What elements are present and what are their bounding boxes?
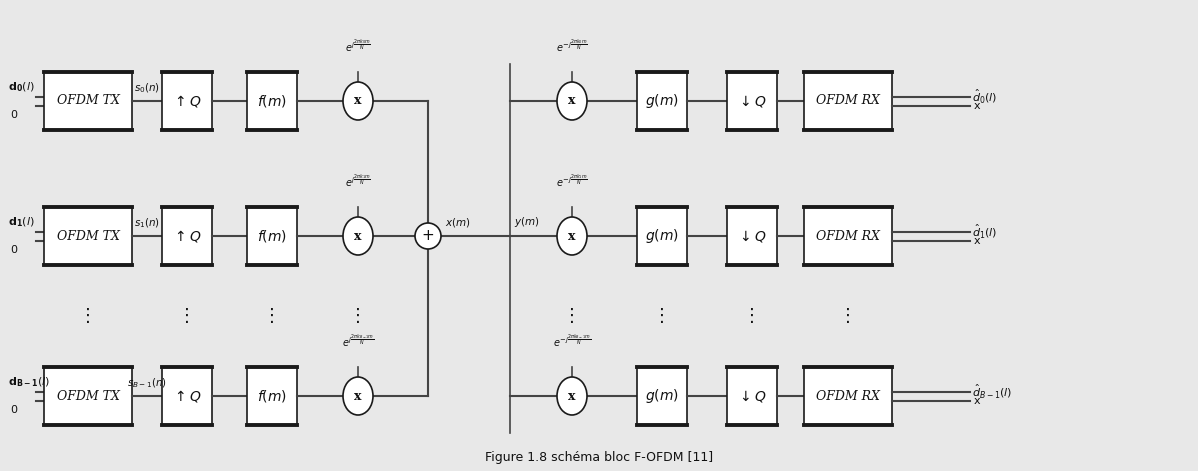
- Bar: [162, 367, 212, 425]
- Bar: [727, 367, 778, 425]
- Text: $\mathbf{d_0}(l)$: $\mathbf{d_0}(l)$: [8, 80, 35, 94]
- Text: ⋮: ⋮: [264, 307, 282, 325]
- Text: OFDM RX: OFDM RX: [816, 95, 881, 107]
- Text: $x(m)$: $x(m)$: [444, 216, 471, 229]
- Text: ⋮: ⋮: [743, 307, 761, 325]
- Text: ⋮: ⋮: [653, 307, 671, 325]
- Bar: [804, 207, 893, 265]
- Text: x: x: [568, 229, 576, 243]
- Text: $e^{-j\frac{2\pi k_0 m}{N}}$: $e^{-j\frac{2\pi k_0 m}{N}}$: [556, 38, 588, 54]
- Text: OFDM RX: OFDM RX: [816, 390, 881, 403]
- Text: $f(m)$: $f(m)$: [258, 228, 288, 244]
- Text: $\hat{d}_{B-1}(l)$: $\hat{d}_{B-1}(l)$: [972, 382, 1012, 400]
- Text: $g(m)$: $g(m)$: [645, 92, 679, 110]
- Text: 0: 0: [10, 245, 17, 255]
- Text: $e^{-j\frac{2\pi k_1 m}{N}}$: $e^{-j\frac{2\pi k_1 m}{N}}$: [556, 172, 588, 189]
- Text: $\downarrow Q$: $\downarrow Q$: [737, 228, 767, 244]
- Ellipse shape: [343, 377, 373, 415]
- Bar: [247, 72, 297, 130]
- Text: $s_1(n)$: $s_1(n)$: [134, 216, 161, 230]
- Bar: [804, 72, 893, 130]
- Text: ⋮: ⋮: [563, 307, 581, 325]
- Text: $\hat{d}_0(l)$: $\hat{d}_0(l)$: [972, 87, 997, 105]
- Bar: [44, 207, 132, 265]
- Text: x: x: [355, 390, 362, 403]
- Text: x: x: [974, 236, 981, 246]
- Text: $g(m)$: $g(m)$: [645, 387, 679, 405]
- Text: OFDM TX: OFDM TX: [56, 229, 120, 243]
- Text: x: x: [355, 229, 362, 243]
- Text: $\uparrow Q$: $\uparrow Q$: [173, 228, 201, 244]
- Text: OFDM TX: OFDM TX: [56, 95, 120, 107]
- Text: $g(m)$: $g(m)$: [645, 227, 679, 245]
- Text: x: x: [568, 390, 576, 403]
- Text: $\mathbf{d_{B-1}}(l)$: $\mathbf{d_{B-1}}(l)$: [8, 375, 50, 389]
- Ellipse shape: [557, 82, 587, 120]
- Text: $s_{B-1}(n)$: $s_{B-1}(n)$: [127, 376, 167, 390]
- Text: $s_0(n)$: $s_0(n)$: [134, 81, 161, 95]
- Text: 0: 0: [10, 405, 17, 415]
- Bar: [247, 207, 297, 265]
- Text: ⋮: ⋮: [79, 307, 97, 325]
- Bar: [162, 72, 212, 130]
- Text: $\hat{d}_1(l)$: $\hat{d}_1(l)$: [972, 222, 997, 240]
- Text: OFDM TX: OFDM TX: [56, 390, 120, 403]
- Text: $f(m)$: $f(m)$: [258, 93, 288, 109]
- Text: $\downarrow Q$: $\downarrow Q$: [737, 93, 767, 109]
- Bar: [637, 367, 686, 425]
- Circle shape: [415, 223, 441, 249]
- Text: +: +: [422, 228, 435, 244]
- Text: x: x: [568, 95, 576, 107]
- Text: $f(m)$: $f(m)$: [258, 388, 288, 404]
- Text: $\uparrow Q$: $\uparrow Q$: [173, 93, 201, 109]
- Bar: [727, 72, 778, 130]
- Bar: [247, 367, 297, 425]
- Text: $\uparrow Q$: $\uparrow Q$: [173, 388, 201, 404]
- Text: $\mathbf{d_1}(l)$: $\mathbf{d_1}(l)$: [8, 215, 35, 229]
- Text: x: x: [974, 396, 981, 406]
- Text: OFDM RX: OFDM RX: [816, 229, 881, 243]
- Text: $e^{-j\frac{2\pi k_{B-1} m}{N}}$: $e^{-j\frac{2\pi k_{B-1} m}{N}}$: [553, 333, 591, 349]
- Bar: [804, 367, 893, 425]
- Bar: [44, 72, 132, 130]
- Ellipse shape: [343, 217, 373, 255]
- Bar: [727, 207, 778, 265]
- Ellipse shape: [343, 82, 373, 120]
- Bar: [44, 367, 132, 425]
- Text: $e^{j\frac{2\pi k_1 m}{N}}$: $e^{j\frac{2\pi k_1 m}{N}}$: [345, 172, 371, 189]
- Text: x: x: [974, 101, 981, 111]
- Ellipse shape: [557, 377, 587, 415]
- Text: ⋮: ⋮: [179, 307, 196, 325]
- Text: 0: 0: [10, 110, 17, 120]
- Text: x: x: [355, 95, 362, 107]
- Ellipse shape: [557, 217, 587, 255]
- Bar: [162, 207, 212, 265]
- Text: $\downarrow Q$: $\downarrow Q$: [737, 388, 767, 404]
- Bar: [637, 207, 686, 265]
- Text: ⋮: ⋮: [839, 307, 857, 325]
- Text: $e^{j\frac{2\pi k_{B-1} m}{N}}$: $e^{j\frac{2\pi k_{B-1} m}{N}}$: [341, 333, 374, 349]
- Text: $e^{j\frac{2\pi k_0 m}{N}}$: $e^{j\frac{2\pi k_0 m}{N}}$: [345, 38, 371, 54]
- Text: Figure 1.8 schéma bloc F-OFDM [11]: Figure 1.8 schéma bloc F-OFDM [11]: [485, 450, 713, 463]
- Bar: [637, 72, 686, 130]
- Text: ⋮: ⋮: [349, 307, 367, 325]
- Text: $y(m)$: $y(m)$: [514, 215, 539, 229]
